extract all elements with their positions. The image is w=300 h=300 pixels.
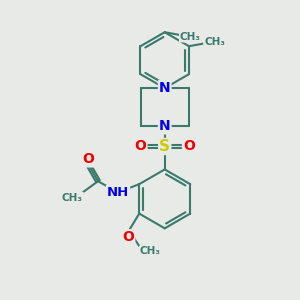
- Text: NH: NH: [107, 186, 129, 199]
- Text: CH₃: CH₃: [204, 37, 225, 47]
- Text: S: S: [159, 139, 170, 154]
- Text: N: N: [159, 81, 170, 95]
- Text: O: O: [122, 230, 134, 244]
- Text: O: O: [135, 140, 146, 154]
- Text: CH₃: CH₃: [180, 32, 201, 42]
- Text: CH₃: CH₃: [62, 193, 83, 203]
- Text: O: O: [82, 152, 94, 167]
- Text: N: N: [159, 119, 170, 134]
- Text: O: O: [183, 140, 195, 154]
- Text: CH₃: CH₃: [140, 246, 161, 256]
